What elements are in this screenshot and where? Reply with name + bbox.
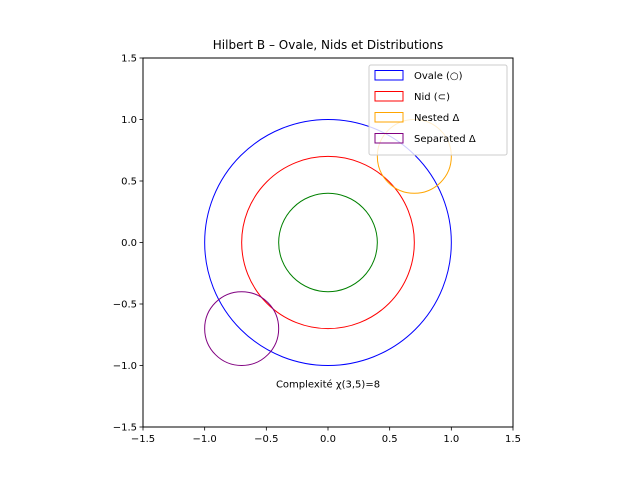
- annotations: Complexité χ(3,5)=8: [276, 378, 380, 390]
- y-tick-label: −1.5: [113, 423, 137, 434]
- x-tick-label: −1.5: [131, 434, 155, 445]
- x-tick-label: −1.0: [193, 434, 217, 445]
- y-tick-label: 0.0: [121, 238, 137, 249]
- legend-label-separated: Separated Δ: [414, 134, 476, 145]
- chart-title: Hilbert B – Ovale, Nids et Distributions: [213, 38, 443, 52]
- x-tick-label: 1.5: [505, 434, 521, 445]
- y-tick-label: 1.5: [121, 54, 137, 65]
- y-tick-label: 1.0: [121, 115, 137, 126]
- legend-label-nested: Nested Δ: [414, 113, 459, 124]
- legend-swatch-separated: [374, 133, 404, 144]
- circle-inner-2: [278, 192, 378, 293]
- y-tick-label: 0.5: [121, 177, 137, 188]
- x-tick-label: −0.5: [254, 434, 278, 445]
- circle-ovale: [204, 119, 452, 366]
- legend: Ovale (○) Nid (⊂) Nested Δ Separated Δ: [368, 64, 508, 156]
- legend-swatch-ovale: [374, 70, 404, 81]
- legend-box: [368, 64, 508, 156]
- annotation-text: Complexité χ(3,5)=8: [276, 378, 380, 390]
- legend-label-ovale: Ovale (○): [414, 71, 463, 82]
- y-tick-label: −0.5: [113, 300, 137, 311]
- x-tick-label: 0.0: [320, 434, 336, 445]
- circle-nid: [241, 155, 415, 330]
- legend-label-nid: Nid (⊂): [414, 92, 450, 103]
- circle-separated: [204, 291, 280, 367]
- y-tick-label: −1.0: [113, 361, 137, 372]
- y-axis: −1.5 −1.0 −0.5 0.0 0.5 1.0 1.5: [113, 54, 143, 434]
- x-tick-label: 1.0: [443, 434, 459, 445]
- legend-swatch-nested: [374, 112, 404, 123]
- plot-area: [204, 118, 452, 367]
- legend-swatch-nid: [374, 91, 404, 102]
- x-tick-label: 0.5: [382, 434, 398, 445]
- x-axis: −1.5 −1.0 −0.5 0.0 0.5 1.0 1.5: [131, 427, 521, 445]
